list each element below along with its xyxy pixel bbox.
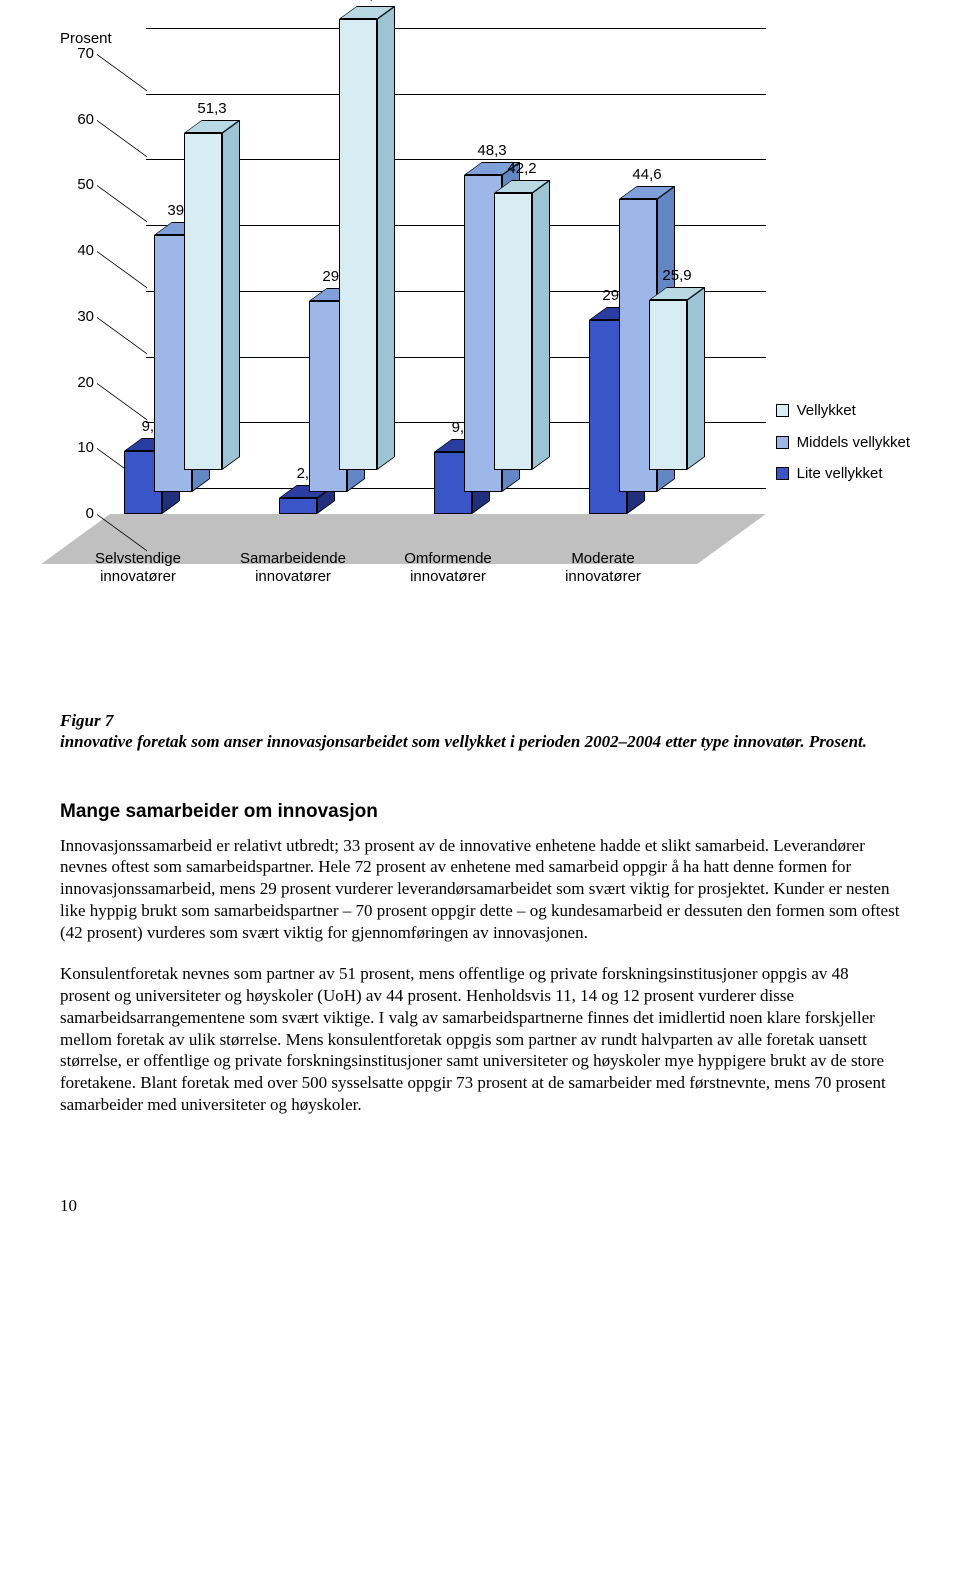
bar-front bbox=[279, 498, 317, 514]
bar-3d bbox=[494, 193, 550, 470]
legend-swatch bbox=[776, 467, 789, 480]
legend-swatch bbox=[776, 436, 789, 449]
y-tick-label: 0 bbox=[68, 505, 94, 522]
y-tick-label: 60 bbox=[68, 111, 94, 128]
value-label: 51,3 bbox=[187, 100, 237, 117]
gridline-diagonal bbox=[97, 185, 147, 255]
gridline bbox=[146, 94, 766, 95]
value-label: 44,6 bbox=[622, 166, 672, 183]
bar-3d bbox=[339, 19, 395, 470]
legend-row: Lite vellykket bbox=[776, 458, 910, 490]
figure-caption-text: innovative foretak som anser innovasjons… bbox=[60, 732, 867, 751]
gridline-diagonal bbox=[97, 54, 147, 124]
legend-row: Middels vellykket bbox=[776, 427, 910, 459]
y-tick-label: 10 bbox=[68, 439, 94, 456]
y-tick-label: 50 bbox=[68, 176, 94, 193]
bar-front bbox=[494, 193, 532, 470]
gridline-diagonal bbox=[97, 120, 147, 190]
legend-label: Middels vellykket bbox=[797, 427, 910, 459]
chart-3d-bar: Prosent 010203040506070 9,62,59,429,539,… bbox=[60, 30, 900, 670]
paragraph-2: Konsulentforetak nevnes som partner av 5… bbox=[60, 963, 900, 1115]
bar-front bbox=[339, 19, 377, 470]
plot-area: 010203040506070 9,62,59,429,539,129,048,… bbox=[110, 54, 730, 514]
value-label: 48,3 bbox=[467, 142, 517, 159]
y-tick-label: 30 bbox=[68, 308, 94, 325]
category-label: Omformendeinnovatører bbox=[378, 550, 518, 586]
y-tick-label: 70 bbox=[68, 45, 94, 62]
bar-side bbox=[377, 6, 395, 470]
category-label: Samarbeidendeinnovatører bbox=[223, 550, 363, 586]
figure-number: Figur 7 bbox=[60, 711, 113, 730]
legend-label: Vellykket bbox=[797, 395, 856, 427]
y-tick-label: 40 bbox=[68, 242, 94, 259]
page-number: 10 bbox=[60, 1196, 900, 1216]
gridline bbox=[146, 28, 766, 29]
bar-front bbox=[184, 133, 222, 470]
category-label: Moderateinnovatører bbox=[533, 550, 673, 586]
gridline-diagonal bbox=[97, 251, 147, 321]
legend-label: Lite vellykket bbox=[797, 458, 883, 490]
bar-side bbox=[222, 120, 240, 470]
figure-caption: Figur 7 innovative foretak som anser inn… bbox=[60, 710, 900, 753]
value-label: 42,2 bbox=[497, 160, 547, 177]
legend-row: Vellykket bbox=[776, 395, 910, 427]
bar-3d bbox=[279, 498, 335, 514]
bar-side bbox=[532, 180, 550, 470]
bar-front bbox=[649, 300, 687, 470]
bar-3d bbox=[649, 300, 705, 470]
y-tick-label: 20 bbox=[68, 374, 94, 391]
category-label: Selvstendigeinnovatører bbox=[68, 550, 208, 586]
legend-swatch bbox=[776, 404, 789, 417]
value-label: 25,9 bbox=[652, 267, 702, 284]
paragraph-1: Innovasjonssamarbeid er relativt utbredt… bbox=[60, 835, 900, 944]
section-heading: Mange samarbeider om innovasjon bbox=[60, 801, 900, 823]
gridline-diagonal bbox=[97, 317, 147, 387]
legend: VellykketMiddels vellykketLite vellykket bbox=[776, 395, 910, 490]
value-label: 68,6 bbox=[342, 0, 392, 3]
bar-3d bbox=[184, 133, 240, 470]
bar-side bbox=[687, 287, 705, 470]
